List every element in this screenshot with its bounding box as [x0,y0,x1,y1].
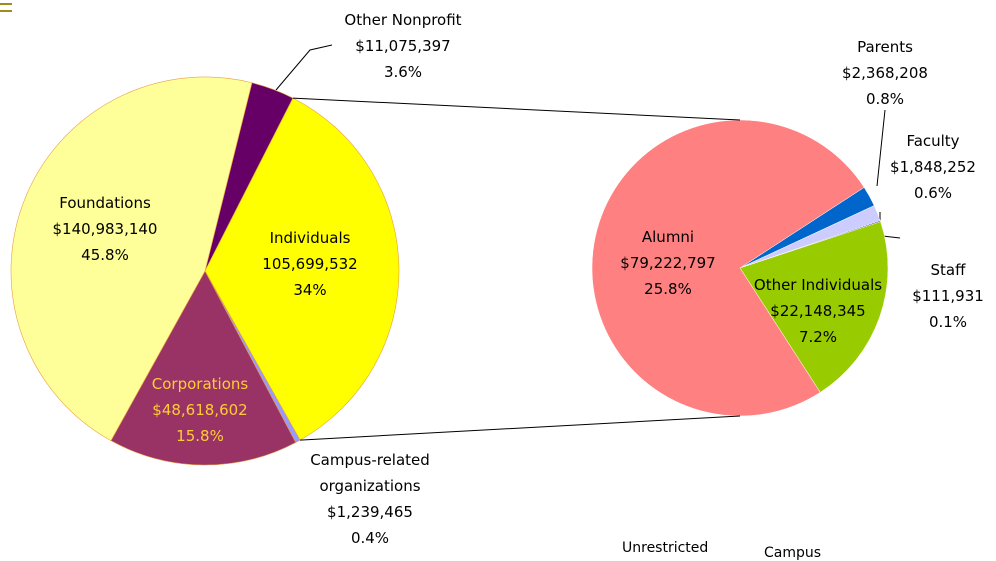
menu-icon [0,3,12,12]
slice-percent: 0.1% [928,313,968,331]
slice-percent: 0.8% [865,90,905,108]
slice-category: Faculty [906,132,960,150]
pie-slice [591,119,865,417]
slice-percent: 15.8% [176,427,224,445]
slice-percent: 34% [293,281,327,299]
slice-category: Campus-related organizations [310,451,430,495]
slice-value: $22,148,345 [770,302,866,320]
slice-percent: 0.6% [913,184,953,202]
slice-value: $1,239,465 [327,503,413,521]
slice-value: $140,983,140 [52,220,158,238]
leader-lines [275,44,901,239]
footer-label: Unrestricted [622,540,709,556]
footer-label: Campus [764,545,822,561]
slice-percent: 7.2% [798,328,838,346]
slice-category: Parents [857,38,913,56]
slice-category: Other Individuals [753,276,883,294]
slice-category: Foundations [59,194,151,212]
slice-category: Individuals [269,229,351,247]
pies [10,76,889,466]
pie-slice [739,221,889,393]
connector-line [292,97,741,121]
pie-slice [10,76,253,442]
connector-line [300,415,741,441]
slice-percent: 25.8% [644,280,692,298]
slice-category: Alumni [641,228,695,246]
slice-category: Other Nonprofit [344,11,462,29]
slice-value: $48,618,602 [152,401,248,419]
slice-category: Staff [930,261,966,279]
slice-percent: 3.6% [383,63,423,81]
pie-slice [204,97,400,441]
slice-value: $11,075,397 [355,37,451,55]
slice-percent: 0.4% [350,529,390,547]
slice-value: $79,222,797 [620,254,716,272]
slice-value: 105,699,532 [262,255,358,273]
slice-value: $111,931 [912,287,984,305]
slice-percent: 45.8% [81,246,129,264]
slice-category: Corporations [151,375,249,393]
slice-value: $1,848,252 [890,158,976,176]
slice-value: $2,368,208 [842,64,928,82]
pie-slice [110,270,297,466]
